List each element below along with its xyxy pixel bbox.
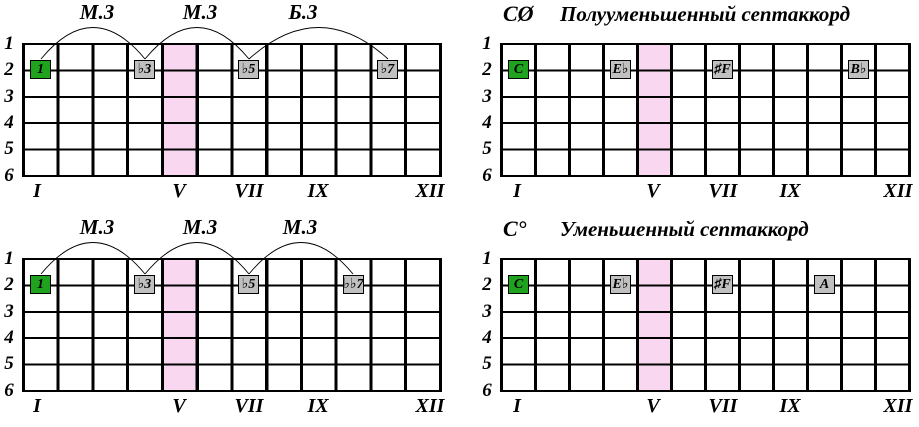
- string-label: 2: [4, 59, 14, 80]
- note-label: ♭♭7: [343, 276, 364, 292]
- fret-numeral: I: [33, 180, 41, 202]
- fretboard-grid: C E♭ ♯F A: [500, 258, 911, 392]
- string-label: 4: [4, 327, 14, 348]
- fret-numeral: IX: [779, 395, 801, 417]
- fret-numeral: IX: [307, 395, 329, 417]
- note-label: ♯F: [714, 61, 731, 77]
- fretboard-grid: 1 ♭3 ♭5 ♭♭7: [22, 258, 442, 392]
- fretboard-grid: C E♭ ♯F B♭: [500, 43, 911, 177]
- note-marker: ♯F: [712, 275, 733, 294]
- chord-symbol: C°: [503, 216, 527, 241]
- string-label: 5: [482, 138, 492, 159]
- note-marker: E♭: [610, 275, 631, 294]
- string-label: 1: [4, 33, 14, 54]
- string-label: 5: [482, 353, 492, 374]
- string-label: 2: [4, 274, 14, 295]
- note-label: ♭3: [137, 61, 152, 77]
- string-label: 4: [482, 327, 492, 348]
- interval-label: М.3: [282, 215, 317, 239]
- note-label: ♭3: [137, 276, 152, 292]
- fret-numeral: VII: [708, 180, 738, 202]
- note-label: E♭: [612, 276, 629, 292]
- note-marker: ♭7: [377, 60, 398, 79]
- note-label: ♭5: [241, 61, 256, 77]
- note-label: ♭7: [380, 61, 395, 77]
- string-label: 3: [4, 301, 14, 322]
- string-label: 3: [482, 301, 492, 322]
- note-marker: ♭5: [238, 60, 259, 79]
- note-label: 1: [37, 61, 44, 77]
- fret-numeral: I: [33, 395, 41, 417]
- note-label: C: [513, 61, 524, 77]
- interval-label: М.3: [182, 0, 217, 24]
- fret-numeral: VII: [708, 395, 738, 417]
- note-marker: ♭3: [134, 60, 155, 79]
- note-marker: ♭5: [238, 275, 259, 294]
- diagram-half-diminished-intervals: 1 ♭3 ♭5 ♭7 1 2 3 4 5 6 I V VII IX XII М.…: [0, 0, 459, 215]
- fret-numeral: I: [513, 395, 521, 417]
- note-marker: A: [814, 275, 835, 294]
- root-note-marker: 1: [30, 275, 51, 294]
- fret-numeral: XII: [415, 180, 445, 202]
- note-label: ♯F: [714, 276, 731, 292]
- fret-numeral: IX: [307, 180, 329, 202]
- fret-numeral: V: [646, 395, 660, 417]
- fret-numeral: V: [172, 395, 186, 417]
- string-label: 2: [482, 59, 492, 80]
- fret-numeral: XII: [883, 180, 913, 202]
- string-label: 1: [482, 248, 492, 269]
- interval-label: М.3: [79, 0, 114, 24]
- string-label: 4: [482, 112, 492, 133]
- string-label: 2: [482, 274, 492, 295]
- chord-symbol: CØ: [503, 1, 534, 26]
- root-note-marker: C: [508, 275, 529, 294]
- chord-title: Уменьшенный септаккорд: [560, 217, 809, 241]
- string-label: 1: [482, 33, 492, 54]
- string-label: 3: [4, 86, 14, 107]
- note-label: B♭: [850, 61, 867, 77]
- note-marker: E♭: [610, 60, 631, 79]
- interval-label: М.3: [79, 215, 114, 239]
- string-label: 6: [4, 165, 14, 186]
- fret-numeral: IX: [779, 180, 801, 202]
- string-label: 4: [4, 112, 14, 133]
- string-label: 6: [4, 380, 14, 401]
- note-label: 1: [37, 276, 44, 292]
- note-marker: B♭: [848, 60, 869, 79]
- root-note-marker: C: [508, 60, 529, 79]
- note-marker: ♭3: [134, 275, 155, 294]
- note-label: ♭5: [241, 276, 256, 292]
- diagram-diminished-intervals: 1 ♭3 ♭5 ♭♭7 1 2 3 4 5 6 I V VII IX XII М…: [0, 215, 459, 427]
- diagram-half-diminished-chord: CØ Полууменьшенный септаккорд C E♭ ♯F B♭…: [460, 0, 919, 215]
- fretboard-grid: 1 ♭3 ♭5 ♭7: [22, 43, 442, 177]
- interval-label: М.3: [182, 215, 217, 239]
- chord-title: Полууменьшенный септаккорд: [560, 2, 851, 26]
- diagram-diminished-chord: C° Уменьшенный септаккорд C E♭ ♯F A 1 2 …: [460, 215, 919, 427]
- string-label: 5: [4, 138, 14, 159]
- fret-numeral: VII: [234, 395, 264, 417]
- string-label: 6: [482, 165, 492, 186]
- note-label: E♭: [612, 61, 629, 77]
- note-label: C: [513, 276, 524, 292]
- string-label: 3: [482, 86, 492, 107]
- fret-numeral: V: [646, 180, 660, 202]
- note-marker: ♯F: [712, 60, 733, 79]
- note-marker: ♭♭7: [343, 275, 364, 294]
- string-label: 6: [482, 380, 492, 401]
- fret-numeral: V: [172, 180, 186, 202]
- note-label: A: [819, 276, 830, 292]
- string-label: 1: [4, 248, 14, 269]
- fret-numeral: XII: [415, 395, 445, 417]
- root-note-marker: 1: [30, 60, 51, 79]
- interval-label: Б.3: [287, 0, 317, 24]
- fret-numeral: VII: [234, 180, 264, 202]
- string-label: 5: [4, 353, 14, 374]
- fret-numeral: XII: [883, 395, 913, 417]
- fret-numeral: I: [513, 180, 521, 202]
